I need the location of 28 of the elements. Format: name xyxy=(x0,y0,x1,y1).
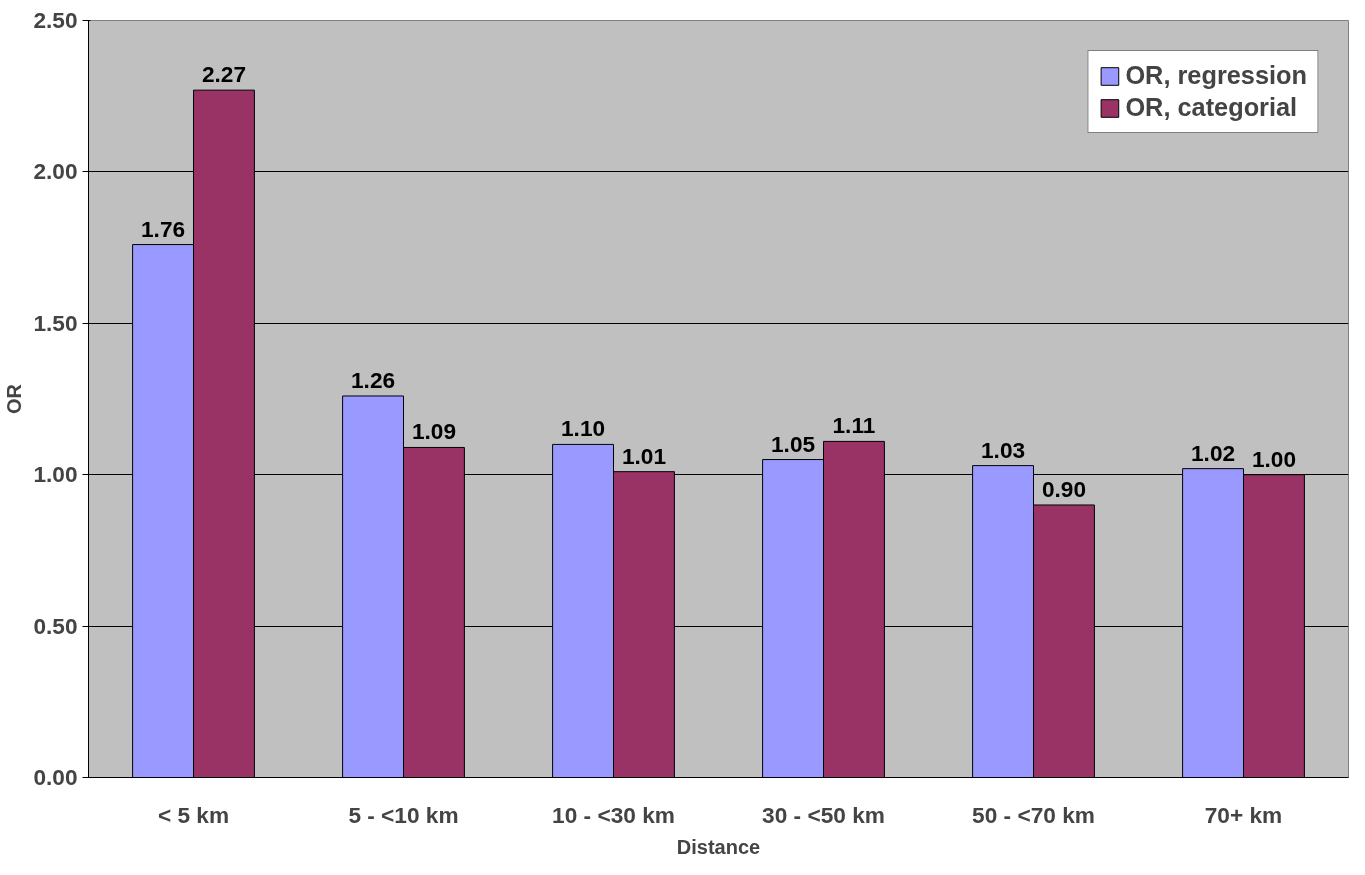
data-label: 0.90 xyxy=(1041,475,1087,502)
x-tick-label: 10 - <30 km xyxy=(552,801,675,828)
data-label: 1.01 xyxy=(621,442,667,469)
data-label: 1.03 xyxy=(981,436,1026,463)
data-label: 1.11 xyxy=(832,412,876,439)
y-tick-label: 2.50 xyxy=(33,7,78,33)
x-tick-label: 70+ km xyxy=(1204,801,1283,828)
legend-label: OR, regression xyxy=(1125,61,1307,90)
x-tick-label: 50 - <70 km xyxy=(972,801,1095,828)
data-label: 1.02 xyxy=(1191,439,1236,466)
x-tick-label: < 5 km xyxy=(157,801,230,828)
y-tick-label: 1.00 xyxy=(33,461,78,488)
data-label: 1.10 xyxy=(561,415,606,442)
data-label: 1.26 xyxy=(351,366,396,393)
data-label: 1.00 xyxy=(1251,445,1297,472)
y-tick-label: 0.00 xyxy=(33,764,78,790)
data-label: 1.05 xyxy=(771,430,816,457)
x-tick-label: 30 - <50 km xyxy=(762,801,885,828)
y-tick-label: 2.00 xyxy=(33,158,78,185)
x-axis-title: Distance xyxy=(676,835,761,858)
x-tick-label: 5 - <10 km xyxy=(348,801,459,828)
data-label: 2.27 xyxy=(201,61,247,88)
data-label: 1.09 xyxy=(411,418,457,445)
legend-label: OR, categorial xyxy=(1125,93,1298,122)
y-axis-title: OR xyxy=(3,383,26,414)
data-label: 1.76 xyxy=(141,215,186,242)
y-tick-label: 1.50 xyxy=(33,309,78,336)
y-tick-label: 0.50 xyxy=(33,612,78,639)
